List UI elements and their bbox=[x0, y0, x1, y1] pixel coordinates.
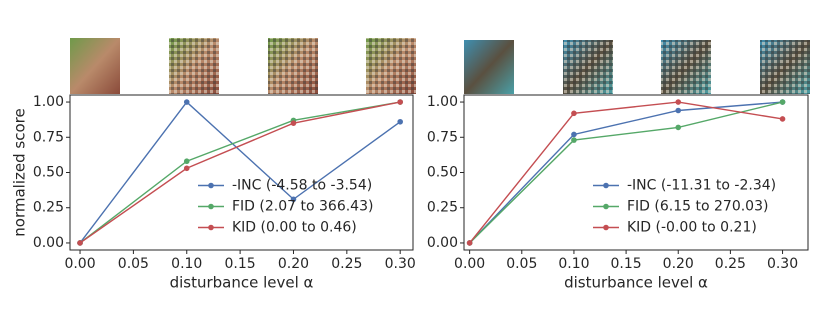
point bbox=[397, 99, 403, 105]
point bbox=[571, 110, 577, 117]
legend-label: -INC (-11.31 to -2.34) bbox=[627, 178, 776, 194]
y-tick-label: 0.75 bbox=[427, 129, 458, 145]
legend: -INC (-4.58 to -3.54) FID (2.07 to 366.43… bbox=[198, 178, 373, 236]
point bbox=[77, 240, 83, 246]
y-tick-label: 0.50 bbox=[427, 165, 458, 181]
thumbnail-noise bbox=[760, 40, 810, 94]
thumbnail-noise bbox=[169, 38, 219, 94]
point bbox=[466, 240, 473, 246]
y-axis-label: normalized score bbox=[11, 108, 29, 236]
x-tick-label: 0.10 bbox=[558, 256, 589, 272]
legend-marker bbox=[208, 203, 214, 210]
legend-label: FID (2.07 to 366.43) bbox=[232, 199, 373, 215]
point bbox=[779, 99, 786, 105]
thumbnails bbox=[70, 38, 810, 94]
y-tick-label: 0.00 bbox=[427, 235, 458, 251]
thumbnail-noise bbox=[366, 38, 416, 94]
y-tick-label: 0.00 bbox=[33, 235, 64, 251]
series-line bbox=[79, 101, 401, 244]
legend-label: KID (-0.00 to 0.21) bbox=[627, 220, 757, 236]
x-tick-label: 0.15 bbox=[611, 256, 642, 272]
x-tick-label: 0.25 bbox=[715, 256, 746, 272]
point bbox=[183, 158, 190, 165]
point bbox=[675, 107, 682, 114]
thumbnail-noise bbox=[661, 40, 711, 94]
point bbox=[183, 165, 190, 172]
y-tick-label: 1.00 bbox=[33, 94, 64, 110]
point bbox=[397, 118, 403, 125]
x-tick-label: 0.10 bbox=[171, 256, 202, 272]
series-line bbox=[79, 101, 401, 244]
series-line bbox=[469, 101, 783, 244]
x-tick-label: 0.15 bbox=[225, 256, 256, 272]
x-tick-label: 0.25 bbox=[331, 256, 362, 272]
x-tick-label: 0.00 bbox=[454, 256, 485, 272]
y-tick-label: 1.00 bbox=[427, 94, 458, 110]
x-axis-label: disturbance level α bbox=[170, 274, 314, 292]
thumbnail bbox=[464, 40, 514, 94]
legend-label: FID (6.15 to 270.03) bbox=[627, 199, 768, 215]
legend-marker bbox=[603, 203, 609, 210]
legend-marker bbox=[603, 182, 609, 189]
legend-marker bbox=[603, 224, 609, 231]
series-line bbox=[469, 101, 783, 244]
point bbox=[571, 131, 577, 138]
x-tick-label: 0.20 bbox=[663, 256, 694, 272]
y-tick-label: 0.25 bbox=[33, 200, 64, 216]
point bbox=[675, 124, 682, 131]
legend: -INC (-11.31 to -2.34) FID (6.15 to 270.0… bbox=[593, 178, 776, 236]
thumbnail-noise bbox=[268, 38, 318, 94]
x-tick-label: 0.05 bbox=[506, 256, 537, 272]
x-tick-label: 0.05 bbox=[118, 256, 149, 272]
x-tick-label: 0.20 bbox=[278, 256, 309, 272]
y-tick-label: 0.25 bbox=[427, 200, 458, 216]
legend-label: KID (0.00 to 0.46) bbox=[232, 220, 357, 236]
point bbox=[183, 99, 190, 105]
legend-marker bbox=[208, 224, 214, 231]
axes-frame bbox=[463, 94, 809, 251]
legend-marker bbox=[208, 182, 214, 189]
x-tick-label: 0.00 bbox=[64, 256, 95, 272]
x-tick-label: 0.30 bbox=[767, 256, 798, 272]
point bbox=[779, 116, 786, 122]
x-axis-label: disturbance level α bbox=[564, 274, 708, 292]
point bbox=[571, 137, 577, 143]
series-line bbox=[79, 101, 401, 244]
axes-frame bbox=[69, 94, 414, 251]
thumbnail bbox=[70, 38, 120, 94]
legend-label: -INC (-4.58 to -3.54) bbox=[232, 178, 372, 194]
y-tick-label: 0.75 bbox=[33, 129, 64, 145]
y-tick-label: 0.50 bbox=[33, 165, 64, 181]
thumbnail-noise bbox=[563, 40, 613, 94]
point bbox=[290, 120, 297, 126]
x-tick-label: 0.30 bbox=[385, 256, 416, 272]
point bbox=[290, 196, 297, 203]
series-line bbox=[469, 101, 783, 244]
point bbox=[675, 99, 682, 105]
